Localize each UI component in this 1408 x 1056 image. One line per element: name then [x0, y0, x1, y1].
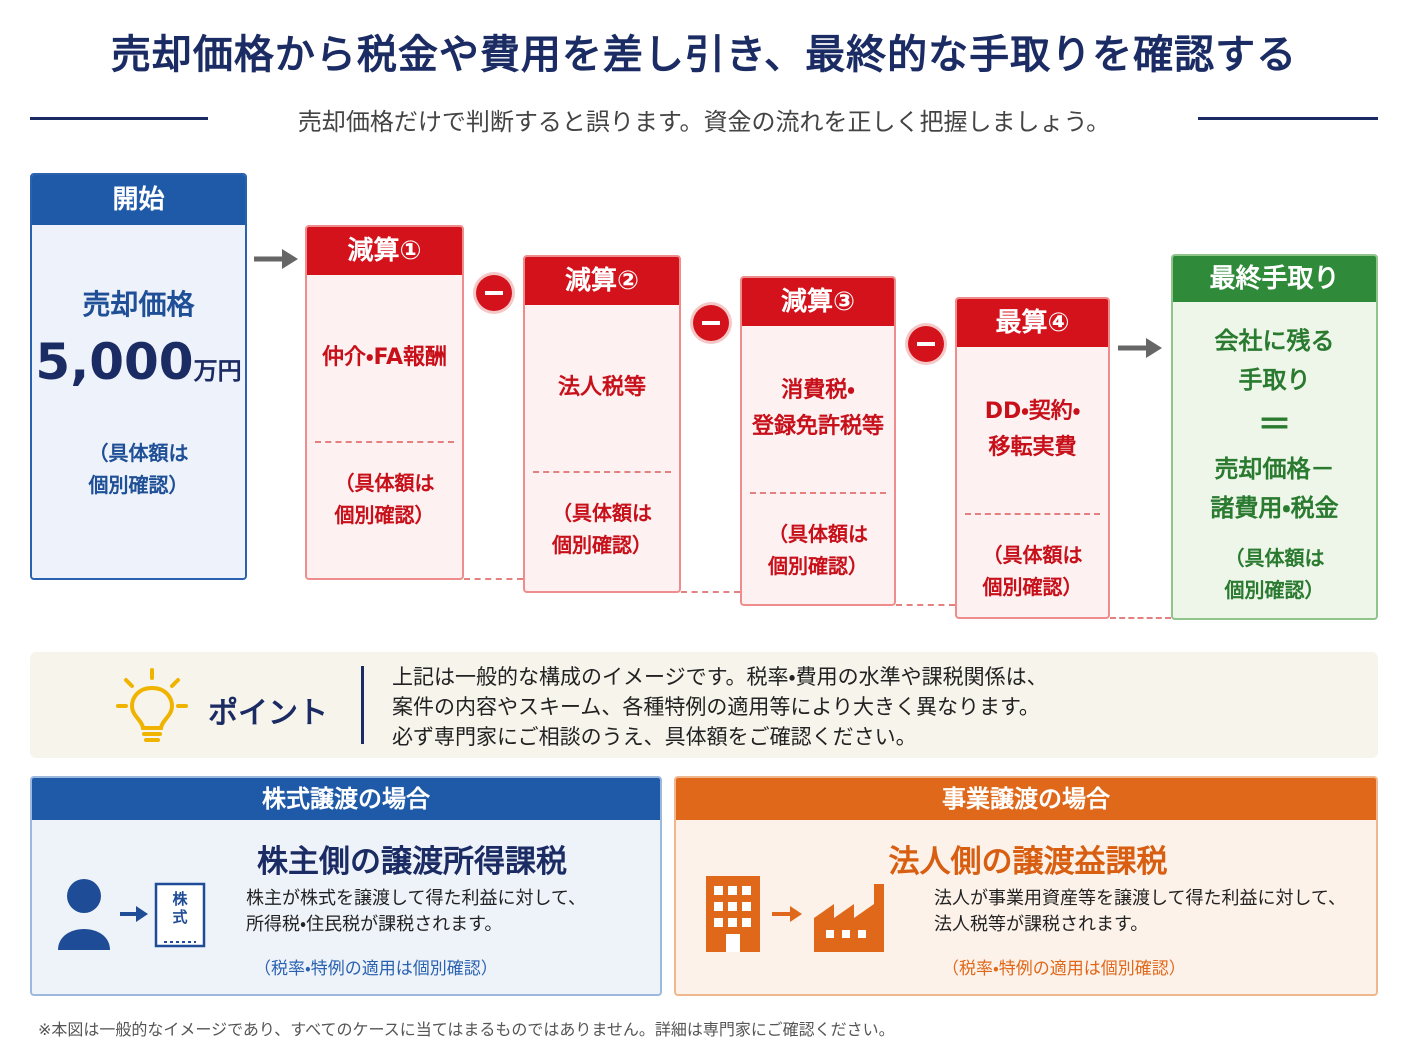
start-unit: 万円	[193, 357, 242, 385]
final-note: （具体額は	[1224, 546, 1325, 570]
title: 売却価格から税金や費用を差し引き、最終的な手取りを確認する	[110, 32, 1298, 78]
step-note: （具体額は	[334, 471, 435, 495]
step-item: 仲介・FA報酬	[321, 345, 447, 370]
case-note: （税率・特例の適用は個別確認）	[942, 959, 1186, 979]
step-note-wrap: （具体額は個別確認）	[742, 518, 894, 582]
step-item: 消費税・	[781, 378, 855, 403]
equals: ＝	[1257, 405, 1292, 445]
icon-text: 式	[172, 908, 188, 926]
case-body: 法人税等が課税されます。	[934, 914, 1149, 935]
start-box: 開始 売却価格 5,000万円 （具体額は 個別確認）	[30, 173, 247, 580]
final-box: 最終手取り 会社に残る 手取り ＝ 売却価格－ 諸費用・税金 （具体額は 個別確…	[1171, 254, 1378, 620]
point-line: 必ず専門家にご相談のうえ、具体額をご確認ください。	[392, 725, 917, 749]
rule	[30, 117, 208, 120]
final-item: 手取り	[1238, 366, 1311, 394]
case-body: 所得税・住民税が課税されます。	[246, 914, 503, 935]
icon-text: 株	[172, 890, 188, 908]
step-note: 個別確認）	[768, 554, 868, 578]
step-item: 登録免許税等	[751, 414, 884, 439]
connector	[464, 578, 523, 580]
step-item-wrap: 法人税等	[525, 305, 679, 471]
bulb-icon	[116, 668, 188, 742]
step-label: 最算④	[957, 299, 1108, 347]
step-item-wrap: DD・契約・ 移転実費	[957, 347, 1108, 513]
step-box: 減算② 法人税等 （具体額は個別確認）	[523, 255, 681, 593]
case-box: 事業譲渡の場合 法人側の譲渡益課税 法人が事業用資産等を譲渡して得た利益に対して…	[674, 776, 1378, 996]
connector	[1110, 617, 1171, 619]
step-label: 減算①	[307, 227, 462, 275]
final-item: 会社に残る	[1214, 327, 1335, 355]
step-box: 減算① 仲介・FA報酬 （具体額は個別確認）	[305, 225, 464, 580]
divider	[750, 492, 886, 494]
step-item: 法人税等	[557, 375, 646, 400]
step-note: （具体額は	[768, 522, 868, 546]
step-note-wrap: （具体額は個別確認）	[525, 497, 679, 561]
start-item: 売却価格	[82, 288, 195, 321]
rule	[1198, 117, 1378, 120]
case-title: 株主側の譲渡所得課税	[257, 844, 567, 880]
step-note-wrap: （具体額は個別確認）	[307, 467, 462, 531]
step-note: 個別確認）	[982, 575, 1083, 599]
divider	[533, 471, 671, 473]
connector	[681, 591, 740, 593]
minus-icon	[692, 305, 729, 341]
step-label: 減算③	[742, 278, 894, 326]
footnote: ※本図は一般的なイメージであり、すべてのケースに当てはまるものではありません。詳…	[38, 1020, 895, 1039]
step-item-wrap: 消費税・登録免許税等	[742, 326, 894, 492]
case-header: 事業譲渡の場合	[676, 778, 1376, 820]
building-icon	[706, 876, 884, 952]
case-header: 株式譲渡の場合	[32, 778, 660, 820]
final-note: 個別確認）	[1224, 578, 1325, 602]
case-body: 法人が事業用資産等を譲渡して得た利益に対して、	[934, 888, 1347, 909]
arrow	[254, 249, 298, 269]
final-formula: 諸費用・税金	[1210, 494, 1339, 522]
point-label: ポイント	[208, 696, 328, 731]
connector	[896, 604, 955, 606]
divider	[315, 441, 454, 443]
step-item: 移転実費	[988, 435, 1077, 460]
minus-icon	[475, 275, 512, 311]
step-box: 最算④ DD・契約・ 移転実費 （具体額は 個別確認）	[955, 297, 1110, 619]
final-formula: 売却価格－	[1214, 455, 1335, 483]
start-label: 開始	[32, 175, 245, 225]
step-item-wrap: 仲介・FA報酬	[307, 275, 462, 441]
point-line: 上記は一般的な構成のイメージです。税率・費用の水準や課税関係は、	[392, 665, 1048, 689]
step-item: DD・契約・	[984, 399, 1081, 424]
step-note: （具体額は	[982, 543, 1083, 567]
step-note: （具体額は	[552, 501, 652, 525]
case-title: 法人側の譲渡益課税	[888, 844, 1168, 880]
subtitle: 売却価格だけで判断すると誤ります。資金の流れを正しく把握しましょう。	[297, 108, 1111, 136]
divider	[965, 513, 1100, 515]
case-box: 株式譲渡の場合 株主側の譲渡所得課税 株 式 株主が株式を譲渡して得た利益に対し…	[30, 776, 662, 996]
step-note: 個別確認）	[552, 533, 652, 557]
final-label: 最終手取り	[1173, 256, 1376, 302]
step-box: 減算③ 消費税・ 登録免許税等 （具体額は 個別確認）	[740, 276, 896, 606]
step-label: 減算②	[525, 257, 679, 305]
step-note: 個別確認）	[334, 503, 435, 527]
step-note-wrap: （具体額は個別確認）	[957, 539, 1108, 603]
case-note: （税率・特例の適用は個別確認）	[254, 959, 498, 979]
minus-icon	[907, 326, 944, 362]
case-body: 株主が株式を譲渡して得た利益に対して、	[246, 888, 587, 909]
share-icon	[58, 879, 206, 950]
start-amount: 5,000	[35, 333, 194, 391]
point-line: 案件の内容やスキーム、各種特例の適用等により大きく異なります。	[392, 695, 1040, 719]
point-box: ポイント 上記は一般的な構成のイメージです。税率・費用の水準や課税関係は、 案件…	[30, 652, 1378, 758]
arrow	[1118, 338, 1162, 358]
start-note: 個別確認）	[88, 473, 189, 497]
divider	[361, 666, 364, 744]
start-note: （具体額は	[88, 441, 189, 465]
